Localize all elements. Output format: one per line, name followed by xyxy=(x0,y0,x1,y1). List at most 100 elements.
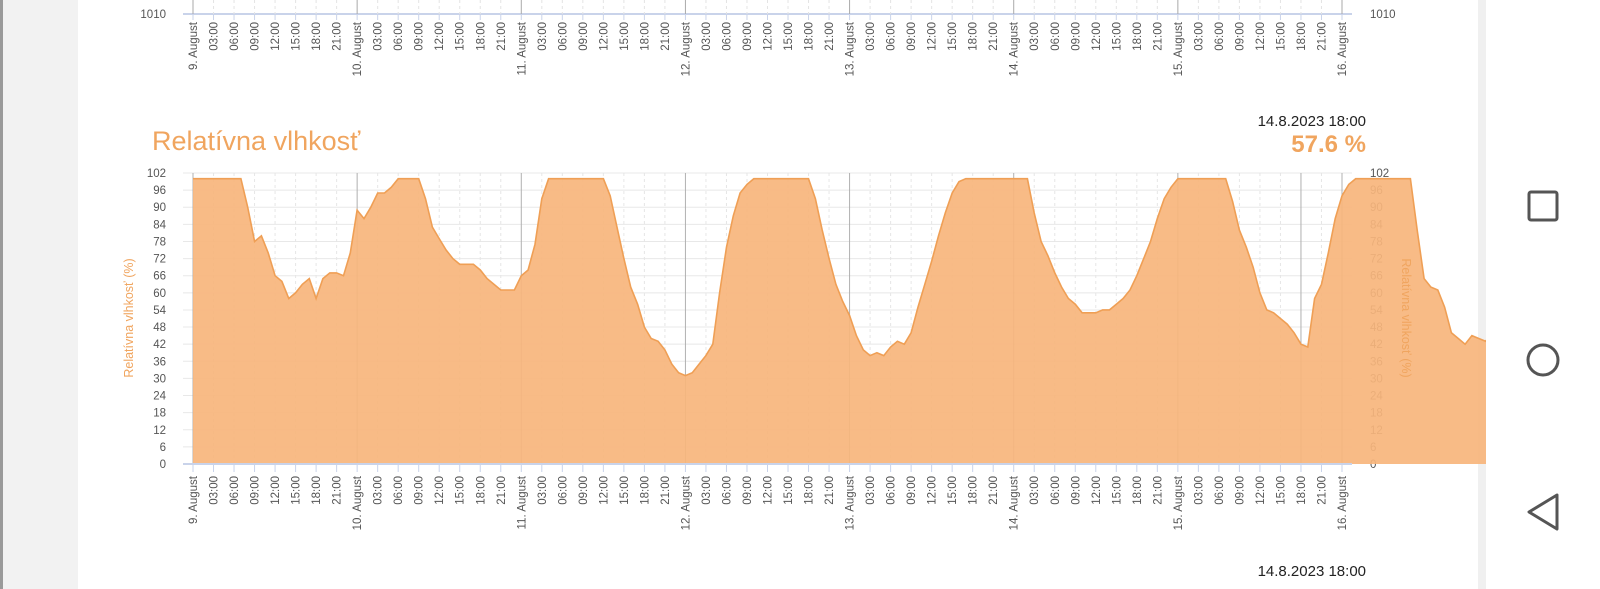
x-tick-label: 06:00 xyxy=(1050,22,1062,51)
x-tick-label: 21:00 xyxy=(1316,22,1328,51)
x-tick-label: 13. August xyxy=(845,21,857,76)
x-tick-label: 15:00 xyxy=(1275,476,1287,505)
y-tick-label: 96 xyxy=(153,185,166,197)
x-tick-label: 09:00 xyxy=(1070,22,1082,51)
x-tick-label: 12:00 xyxy=(270,476,282,505)
y-tick-label: 6 xyxy=(160,442,166,454)
x-tick-label: 9. August xyxy=(188,475,200,524)
x-tick-label: 09:00 xyxy=(414,476,426,505)
x-tick-label: 03:00 xyxy=(537,22,549,51)
x-tick-label: 21:00 xyxy=(824,22,836,51)
humidity-line xyxy=(193,177,1514,377)
x-tick-label: 15. August xyxy=(1173,21,1185,76)
x-tick-label: 15:00 xyxy=(455,22,467,51)
x-tick-label: 12:00 xyxy=(1255,476,1267,505)
x-tick-label: 21:00 xyxy=(824,476,836,505)
x-tick-label: 14. August xyxy=(1009,475,1021,530)
y-tick-label: 66 xyxy=(153,271,166,283)
x-tick-label: 03:00 xyxy=(209,22,221,51)
x-tick-label: 06:00 xyxy=(393,476,405,505)
x-tick-label: 06:00 xyxy=(393,22,405,51)
x-tick-label: 03:00 xyxy=(373,476,385,505)
x-tick-label: 06:00 xyxy=(229,22,241,51)
x-tick-label: 18:00 xyxy=(1296,476,1308,505)
x-tick-label: 06:00 xyxy=(557,22,569,51)
current-timestamp: 14.8.2023 18:00 xyxy=(1257,113,1366,130)
x-tick-label: 09:00 xyxy=(1234,22,1246,51)
x-tick-label: 21:00 xyxy=(332,476,344,505)
x-tick-label: 21:00 xyxy=(332,22,344,51)
x-tick-label: 18:00 xyxy=(1132,22,1144,51)
x-tick-label: 09:00 xyxy=(1070,476,1082,505)
x-tick-label: 18:00 xyxy=(639,22,651,51)
y-tick-label: 18 xyxy=(153,408,166,420)
x-tick-label: 03:00 xyxy=(1029,22,1041,51)
y-axis-title-right: Relatívna vlhkosť (%) xyxy=(1399,258,1413,377)
y-tick-label: 72 xyxy=(153,254,166,266)
y-axis-title: Relatívna vlhkosť (%) xyxy=(122,258,136,377)
x-tick-label: 15:00 xyxy=(947,476,959,505)
x-tick-label: 03:00 xyxy=(373,22,385,51)
x-tick-label: 03:00 xyxy=(701,476,713,505)
x-tick-label: 15:00 xyxy=(455,476,467,505)
y-tick-label: 0 xyxy=(160,459,166,471)
y-tick-label: 60 xyxy=(153,288,166,300)
y-tick-label: 90 xyxy=(153,202,166,214)
chart-title: Relatívna vlhkosť xyxy=(152,126,361,156)
y-tick-label: 102 xyxy=(147,168,166,180)
x-tick-label: 03:00 xyxy=(1029,476,1041,505)
x-tick-label: 18:00 xyxy=(1296,22,1308,51)
x-tick-label: 06:00 xyxy=(886,476,898,505)
x-tick-label: 18:00 xyxy=(311,476,323,505)
home-button[interactable] xyxy=(1511,328,1575,392)
x-tick-label: 06:00 xyxy=(721,476,733,505)
x-tick-label: 09:00 xyxy=(250,476,262,505)
x-tick-label: 03:00 xyxy=(701,22,713,51)
back-button[interactable] xyxy=(1511,480,1575,544)
y-tick-label: 42 xyxy=(153,339,166,351)
x-tick-label: 15:00 xyxy=(291,22,303,51)
y-tick-label: 1010 xyxy=(140,9,166,21)
x-tick-label: 12:00 xyxy=(927,22,939,51)
recent-apps-button[interactable] xyxy=(1511,174,1575,238)
x-tick-label: 16. August xyxy=(1337,475,1349,530)
x-tick-label: 10. August xyxy=(352,475,364,530)
y-tick-label: 54 xyxy=(153,305,166,317)
x-tick-label: 21:00 xyxy=(1152,22,1164,51)
y-tick-label-right: 102 xyxy=(1370,168,1389,180)
x-tick-label: 12:00 xyxy=(763,22,775,51)
x-tick-label: 21:00 xyxy=(988,22,1000,51)
x-tick-label: 03:00 xyxy=(865,476,877,505)
x-tick-label: 06:00 xyxy=(886,22,898,51)
x-tick-label: 11. August xyxy=(516,475,528,529)
x-tick-label: 12:00 xyxy=(434,476,446,505)
x-tick-label: 06:00 xyxy=(1214,22,1226,51)
x-tick-label: 03:00 xyxy=(865,22,877,51)
x-tick-label: 12:00 xyxy=(598,476,610,505)
x-tick-label: 15:00 xyxy=(947,22,959,51)
x-tick-label: 06:00 xyxy=(721,22,733,51)
home-icon xyxy=(1526,343,1560,377)
x-tick-label: 15:00 xyxy=(1111,22,1123,51)
y-tick-label: 24 xyxy=(153,391,166,403)
x-tick-label: 12:00 xyxy=(434,22,446,51)
x-tick-label: 09:00 xyxy=(742,476,754,505)
x-tick-label: 18:00 xyxy=(968,22,980,51)
x-tick-label: 15:00 xyxy=(1111,476,1123,505)
background-strip xyxy=(0,0,78,589)
x-tick-label: 09:00 xyxy=(1234,476,1246,505)
x-tick-label: 03:00 xyxy=(209,476,221,505)
x-tick-label: 12:00 xyxy=(270,22,282,51)
x-tick-label: 18:00 xyxy=(968,476,980,505)
x-tick-label: 15:00 xyxy=(291,476,303,505)
x-tick-label: 11. August xyxy=(516,21,528,75)
x-tick-label: 15:00 xyxy=(783,22,795,51)
x-tick-label: 14. August xyxy=(1009,21,1021,76)
x-tick-label: 21:00 xyxy=(660,22,672,51)
x-tick-label: 03:00 xyxy=(537,476,549,505)
x-tick-label: 06:00 xyxy=(229,476,241,505)
y-tick-label-right: 1010 xyxy=(1370,9,1396,21)
next-chart-timestamp: 14.8.2023 18:00 xyxy=(1257,563,1366,580)
back-icon xyxy=(1527,493,1559,531)
y-tick-label: 36 xyxy=(153,356,166,368)
